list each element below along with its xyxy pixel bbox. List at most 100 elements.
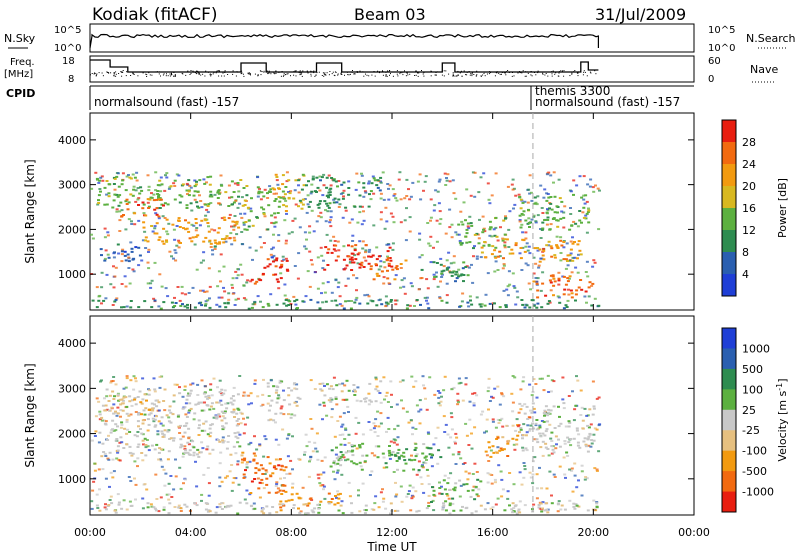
velocity-cell	[335, 446, 338, 449]
velocity-speckle	[516, 510, 520, 513]
velocity-cell	[282, 469, 286, 472]
power-cell	[498, 250, 502, 253]
power-speckle	[360, 174, 364, 177]
velocity-speckle	[310, 509, 314, 512]
velocity-cell	[385, 466, 389, 469]
velocity-cell	[547, 408, 551, 411]
velocity-cell	[298, 397, 302, 400]
power-speckle	[528, 192, 532, 195]
power-speckle	[499, 226, 502, 229]
velocity-speckle	[146, 445, 150, 448]
power-cell	[528, 226, 531, 228]
power-cell	[107, 195, 111, 198]
velocity-cell	[329, 465, 333, 468]
velocity-cell	[206, 445, 210, 448]
power-speckle	[351, 240, 355, 242]
nave-dot	[265, 71, 267, 73]
power-cell	[281, 174, 285, 177]
power-cell	[348, 258, 352, 261]
power-speckle	[231, 286, 234, 289]
velocity-cell	[241, 458, 244, 461]
power-speckle	[481, 215, 485, 218]
velocity-speckle	[436, 462, 440, 465]
power-speckle	[100, 286, 104, 289]
velocity-cell	[287, 394, 291, 397]
power-speckle	[356, 221, 360, 224]
power-speckle	[240, 231, 244, 233]
power-cell	[236, 182, 240, 184]
power-speckle	[348, 261, 352, 264]
velocity-cell	[275, 401, 279, 404]
velocity-cell	[511, 437, 515, 440]
velocity-speckle	[340, 500, 344, 503]
power-cell	[227, 205, 231, 207]
velocity-cell	[252, 452, 256, 455]
power-cell	[548, 228, 552, 231]
power-speckle	[127, 174, 130, 176]
power-speckle	[216, 285, 220, 288]
power-speckle	[388, 184, 392, 187]
velocity-speckle	[256, 477, 260, 480]
velocity-cell	[430, 456, 433, 459]
velocity-cell	[128, 431, 132, 433]
power-cell	[184, 228, 188, 231]
power-speckle	[350, 300, 353, 302]
power-cell	[277, 196, 281, 198]
velocity-speckle	[164, 472, 168, 475]
power-cell	[546, 219, 550, 221]
power-speckle	[472, 255, 475, 258]
velocity-cell	[488, 446, 491, 449]
velocity-cell	[374, 388, 378, 391]
velocity-speckle	[532, 503, 536, 506]
velocity-speckle	[111, 476, 115, 479]
velocity-cell	[162, 400, 166, 402]
velocity-cell	[141, 422, 145, 425]
nave-dot	[212, 73, 214, 75]
nave-dot	[457, 74, 459, 76]
nave-dot	[299, 72, 301, 74]
power-cell	[162, 204, 165, 207]
velocity-speckle	[535, 473, 539, 476]
power-speckle	[114, 266, 118, 269]
power-speckle	[106, 234, 110, 237]
power-cell	[445, 268, 449, 271]
power-speckle	[574, 266, 578, 269]
velocity-cell	[197, 427, 201, 430]
velocity-cell	[582, 440, 586, 443]
power-speckle	[193, 198, 197, 201]
power-cell	[350, 269, 354, 271]
velocity-cell	[279, 500, 283, 503]
power-cell	[181, 183, 185, 186]
power-speckle	[426, 302, 430, 305]
nave-dot	[547, 75, 549, 77]
velocity-speckle	[152, 377, 156, 380]
nave-dot	[257, 74, 259, 76]
power-speckle	[384, 305, 388, 308]
velocity-cell	[338, 492, 342, 495]
power-cell	[369, 255, 373, 258]
power-cell	[550, 255, 554, 258]
nave-dot	[209, 73, 211, 75]
velocity-cell	[443, 488, 447, 491]
beam-title: Beam 03	[354, 5, 426, 24]
velocity-cell	[114, 410, 117, 413]
power-cell	[245, 228, 249, 231]
power-cell	[222, 216, 226, 219]
velocity-speckle	[347, 433, 351, 436]
nave-dot	[452, 73, 454, 75]
velocity-speckle	[285, 437, 289, 440]
velocity-speckle	[375, 385, 379, 388]
power-cell	[171, 306, 175, 309]
velocity-cell	[352, 444, 356, 447]
nave-dot	[473, 74, 475, 75]
power-speckle	[149, 286, 153, 289]
power-speckle	[429, 235, 433, 238]
nave-dot	[499, 73, 501, 75]
power-speckle	[470, 263, 473, 266]
power-cell	[462, 274, 466, 276]
velocity-cell	[279, 412, 283, 415]
velocity-speckle	[376, 435, 380, 437]
velocity-speckle	[318, 403, 322, 406]
velocity-speckle	[323, 456, 327, 459]
velocity-cell	[595, 502, 599, 505]
